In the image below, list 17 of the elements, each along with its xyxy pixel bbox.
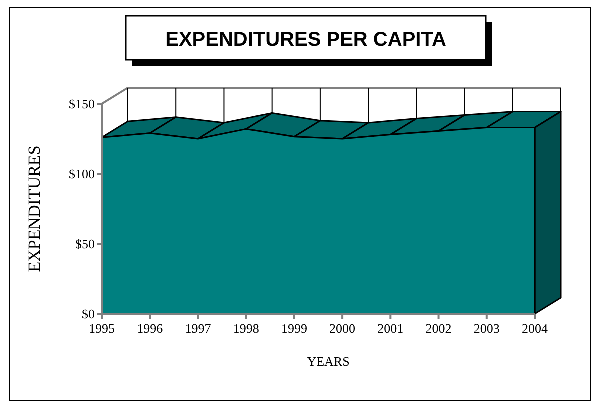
chart-title: EXPENDITURES PER CAPITA <box>166 29 446 51</box>
x-tick-label: 1995 <box>89 321 115 336</box>
y-axis-title: EXPENDITURES <box>25 146 44 272</box>
x-tick-label: 2002 <box>426 321 452 336</box>
x-axis-title: YEARS <box>307 354 350 369</box>
y-tick-label: $0 <box>82 306 95 322</box>
y-tick-label: $150 <box>69 96 95 112</box>
x-tick-label: 2003 <box>474 321 500 336</box>
x-tick-label: 1996 <box>137 321 164 336</box>
x-tick-label: 2004 <box>522 321 548 336</box>
y-tick-label: $100 <box>69 166 95 182</box>
x-tick-label: 2001 <box>378 321 404 336</box>
x-tick-label: 2000 <box>330 321 356 336</box>
x-tick-label: 1998 <box>233 321 260 336</box>
x-tick-label: 1999 <box>281 321 308 336</box>
y-tick-label: $50 <box>76 236 95 252</box>
x-tick-label: 1997 <box>185 321 212 336</box>
